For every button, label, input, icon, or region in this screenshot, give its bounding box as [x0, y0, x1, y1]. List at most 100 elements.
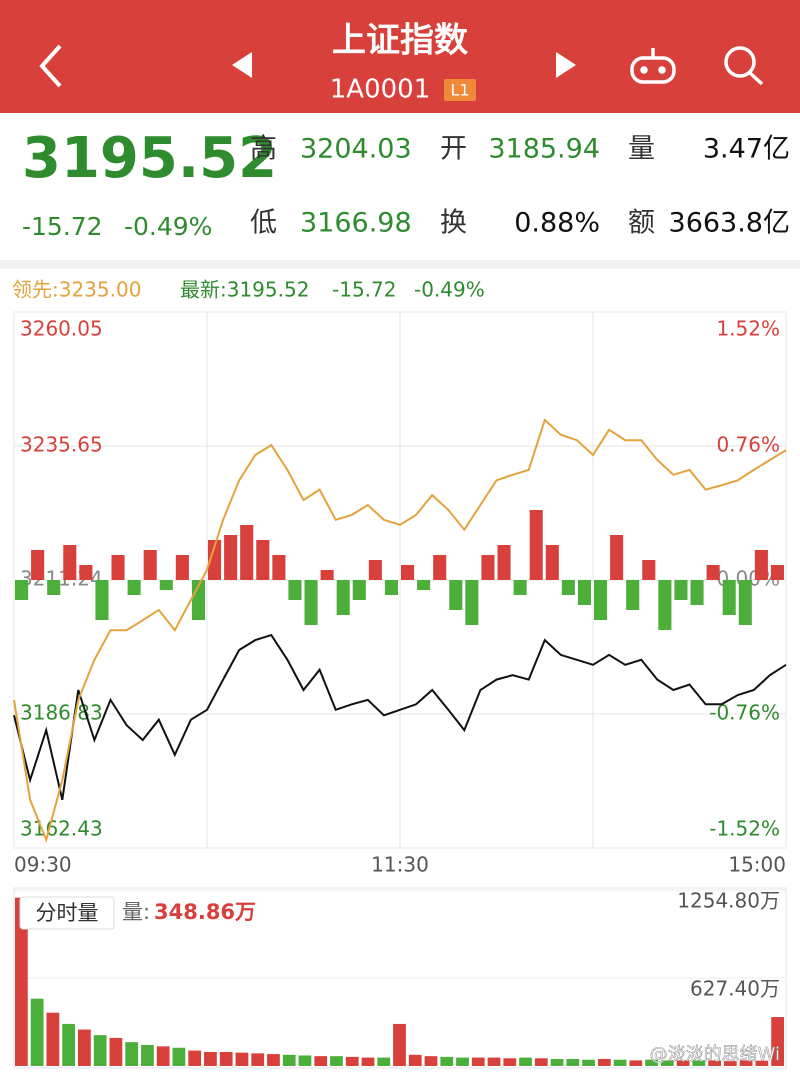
momentum-bar [770, 565, 784, 580]
momentum-bar [352, 580, 366, 600]
momentum-bar [272, 555, 286, 580]
volume-bar [771, 1017, 784, 1066]
prev-button[interactable] [232, 52, 252, 78]
back-button[interactable] [39, 44, 62, 88]
momentum-bar [658, 580, 672, 630]
momentum-bar [449, 580, 463, 610]
volume-tick-label: 627.40万 [690, 977, 780, 1001]
momentum-bar [208, 540, 222, 580]
stock-code: 1A0001 [330, 75, 431, 105]
robot-icon[interactable] [630, 48, 676, 84]
volume-bar [393, 1023, 406, 1066]
field-label: 高 [250, 134, 277, 165]
y2-tick-label: 1.52% [716, 317, 780, 341]
momentum-bar [47, 580, 61, 595]
header-bar [0, 0, 800, 113]
volume-bar [204, 1051, 217, 1066]
momentum-bar [240, 525, 254, 580]
volume-bar [456, 1057, 469, 1066]
field-value: 3663.8亿 [669, 208, 790, 239]
momentum-bar [497, 545, 511, 580]
momentum-bar [754, 550, 768, 580]
momentum-bar [15, 580, 29, 600]
momentum-bar [175, 555, 189, 580]
price-line [13, 633, 787, 801]
volume-bar [377, 1057, 391, 1066]
volume-bar [46, 1012, 60, 1066]
momentum-bar [722, 580, 736, 615]
volume-bar [503, 1058, 517, 1066]
momentum-bar [513, 580, 527, 595]
momentum-bar [642, 560, 656, 580]
legend-lead: 领先:3235.00 [12, 278, 141, 302]
volume-bar [93, 1035, 107, 1066]
legend-change: -15.72 [332, 278, 396, 302]
volume-bar [519, 1057, 532, 1066]
volume-bar [330, 1056, 343, 1066]
volume-bar [550, 1058, 564, 1066]
volume-bar [676, 1060, 690, 1066]
volume-bar [172, 1047, 186, 1066]
volume-bar [109, 1037, 123, 1066]
momentum-bar [320, 570, 334, 580]
change: -15.72 [22, 212, 103, 241]
momentum-bar [336, 580, 350, 615]
volume-bar [30, 998, 44, 1066]
volume-bar [582, 1059, 595, 1066]
x-tick-label: 15:00 [728, 853, 786, 877]
volume-bar [78, 1029, 91, 1066]
momentum-bar [626, 580, 640, 610]
level-badge: L1 [450, 81, 469, 100]
volume-tab[interactable] [19, 896, 115, 930]
change-pct: -0.49% [124, 212, 212, 241]
momentum-bar [304, 580, 318, 625]
volume-bar [645, 1059, 658, 1066]
y-tick-label: 3260.05 [20, 317, 103, 341]
volume-bar [267, 1054, 280, 1066]
x-tick-label: 09:30 [14, 853, 72, 877]
volume-current: 348.86万 [154, 900, 256, 924]
volume-bar [188, 1050, 202, 1066]
field-label: 量 [628, 134, 655, 165]
momentum-bar [384, 580, 398, 595]
momentum-bar [288, 580, 302, 600]
momentum-bar [738, 580, 752, 625]
volume-bar [125, 1042, 139, 1066]
volume-bar [566, 1058, 580, 1066]
field-label: 额 [628, 208, 655, 239]
momentum-bar [690, 580, 704, 605]
next-button[interactable] [556, 52, 576, 78]
momentum-bar [433, 555, 447, 580]
legend-pct: -0.49% [414, 278, 485, 302]
volume-bar [440, 1056, 454, 1066]
watermark: @淡淡的思绪Wi [650, 1044, 780, 1065]
momentum-bar [127, 580, 141, 595]
volume-bar [708, 1060, 721, 1066]
volume-label: 量: [122, 900, 150, 924]
y-tick-label: 3162.43 [20, 817, 103, 841]
field-value: 3.47亿 [703, 134, 790, 165]
momentum-bar [256, 540, 270, 580]
volume-bar [723, 1061, 737, 1066]
field-label: 低 [250, 208, 277, 239]
volume-bar [692, 1060, 706, 1066]
volume-bar [345, 1056, 359, 1066]
volume-title: 分时量 [36, 901, 99, 925]
momentum-bar [79, 565, 93, 580]
volume-bar [534, 1058, 548, 1066]
legend-latest: 最新:3195.52 [180, 278, 309, 302]
volume-bar [471, 1057, 485, 1066]
volume-bar [141, 1044, 154, 1066]
volume-bar [629, 1060, 643, 1066]
price-line [13, 418, 787, 844]
momentum-bar [529, 510, 543, 580]
y-tick-label: 3235.65 [20, 432, 103, 456]
volume-bar [156, 1046, 170, 1066]
momentum-bar [224, 535, 238, 580]
stock-title: 上证指数 [332, 21, 468, 61]
search-icon[interactable] [724, 46, 764, 86]
volume-bar [314, 1056, 328, 1066]
volume-bar [361, 1057, 375, 1066]
momentum-bar [417, 580, 431, 590]
